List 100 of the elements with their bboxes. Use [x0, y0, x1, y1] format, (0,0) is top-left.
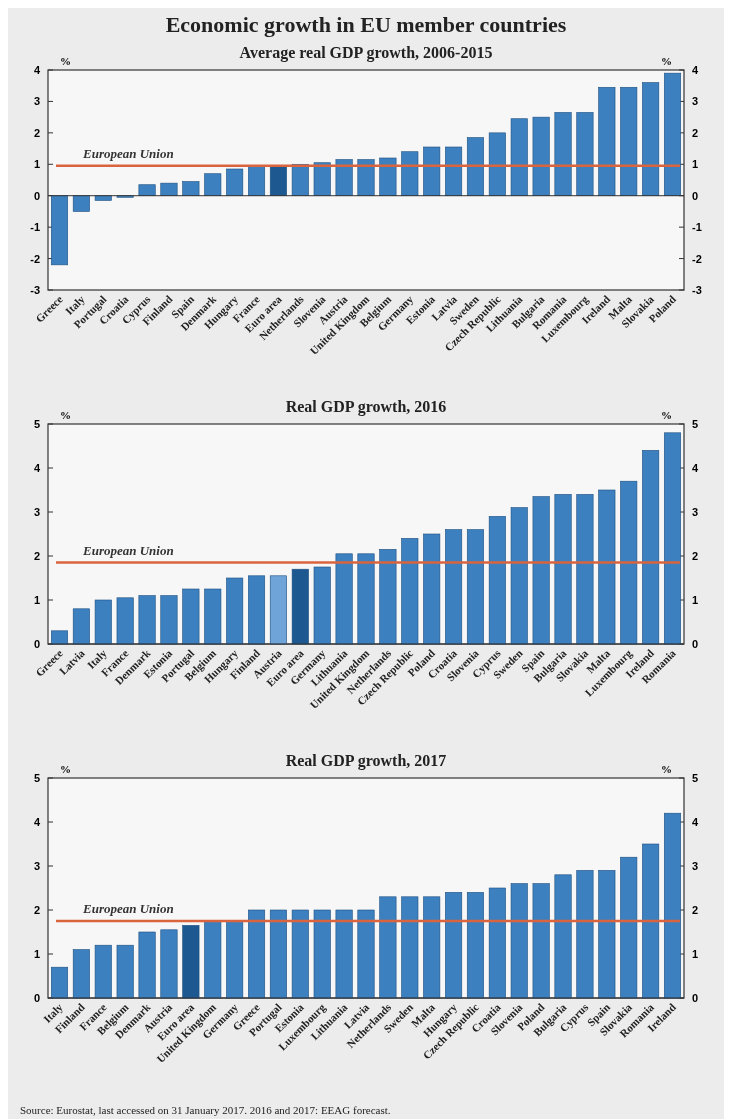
bar — [664, 72, 682, 197]
bar — [620, 480, 638, 645]
bar — [269, 575, 287, 645]
bar — [620, 856, 638, 999]
y-tick-label: -1 — [30, 221, 40, 234]
bar — [664, 432, 682, 645]
bar — [423, 533, 441, 645]
y-tick-label: 2 — [33, 126, 40, 139]
bar — [401, 896, 419, 999]
y2-tick-label: 1 — [692, 948, 699, 960]
bar — [94, 195, 112, 201]
bar — [291, 568, 309, 645]
bar — [94, 944, 112, 999]
bar — [72, 195, 90, 212]
bar — [664, 812, 682, 999]
bar — [160, 929, 178, 999]
bar — [401, 151, 419, 197]
bar — [554, 874, 572, 999]
bar — [598, 489, 616, 645]
source-note: Source: Eurostat, last accessed on 31 January 2017. 2016 and 2017: EEAG forecast. — [20, 1104, 391, 1116]
bar — [160, 182, 178, 197]
y-tick-label: 2 — [33, 550, 40, 562]
bar — [532, 883, 550, 999]
ref-line-label: European Union — [82, 901, 174, 916]
y-tick-label: 5 — [33, 418, 40, 430]
y2-tick-label: 3 — [692, 860, 699, 872]
bar — [466, 137, 484, 197]
y-tick-label: 0 — [33, 992, 40, 1004]
bar — [291, 909, 309, 999]
bar — [248, 165, 266, 197]
bar — [226, 168, 244, 197]
bar — [576, 870, 594, 999]
bar — [488, 132, 506, 197]
bar — [445, 146, 463, 197]
bar — [445, 892, 463, 999]
y-tick-label: 3 — [33, 506, 40, 518]
bar — [466, 892, 484, 999]
y2-tick-label: 5 — [692, 418, 699, 430]
ref-line-label: European Union — [82, 145, 174, 161]
bar — [335, 159, 353, 197]
y2-tick-label: -3 — [692, 284, 702, 296]
bar — [357, 159, 375, 197]
y2-tick-label: 1 — [692, 158, 699, 171]
bar — [182, 925, 200, 999]
y2-tick-label: 1 — [692, 594, 699, 606]
bar — [423, 896, 441, 999]
y2-axis-title: % — [661, 763, 672, 775]
bar — [204, 588, 222, 645]
bar — [313, 909, 331, 999]
bar — [182, 588, 200, 645]
bar — [379, 896, 397, 999]
bar — [576, 494, 594, 645]
bar — [313, 566, 331, 645]
bar — [510, 118, 528, 197]
bar — [116, 597, 134, 645]
bar — [554, 112, 572, 197]
bar — [269, 165, 287, 197]
y2-tick-label: 2 — [692, 550, 699, 562]
bar — [116, 944, 134, 999]
bar — [269, 909, 287, 999]
y-tick-label: 3 — [33, 860, 40, 872]
y2-tick-label: 5 — [692, 772, 699, 784]
bar — [248, 909, 266, 999]
bar — [313, 162, 331, 197]
y2-tick-label: 4 — [692, 816, 699, 828]
y2-tick-label: -1 — [692, 221, 702, 234]
bar — [182, 181, 200, 197]
bar — [379, 549, 397, 645]
bar — [138, 931, 156, 999]
ref-line-label: European Union — [82, 542, 174, 558]
bar — [598, 86, 616, 197]
y2-tick-label: 3 — [692, 506, 699, 518]
bar — [226, 920, 244, 999]
y-tick-label: 2 — [33, 904, 40, 916]
bar — [510, 507, 528, 645]
bar — [72, 608, 90, 645]
bar — [576, 112, 594, 197]
bar — [401, 538, 419, 645]
y2-tick-label: 4 — [692, 64, 699, 76]
bar — [50, 966, 68, 999]
bar — [554, 494, 572, 645]
bar — [357, 553, 375, 645]
bar — [50, 630, 68, 645]
bar — [620, 86, 638, 197]
y-axis-title: % — [60, 763, 71, 775]
bar — [532, 496, 550, 645]
bar — [445, 529, 463, 645]
y-tick-label: -3 — [30, 284, 40, 296]
y-tick-label: 1 — [33, 158, 40, 171]
y-tick-label: 1 — [33, 948, 40, 960]
bar — [160, 595, 178, 645]
bar — [510, 883, 528, 999]
y2-tick-label: 2 — [692, 904, 699, 916]
bar — [72, 949, 90, 999]
bar — [423, 146, 441, 197]
bar — [204, 920, 222, 999]
chart-title: Real GDP growth, 2016 — [285, 398, 447, 416]
bar — [642, 82, 660, 197]
bar — [335, 909, 353, 999]
y-tick-label: 4 — [33, 64, 41, 76]
